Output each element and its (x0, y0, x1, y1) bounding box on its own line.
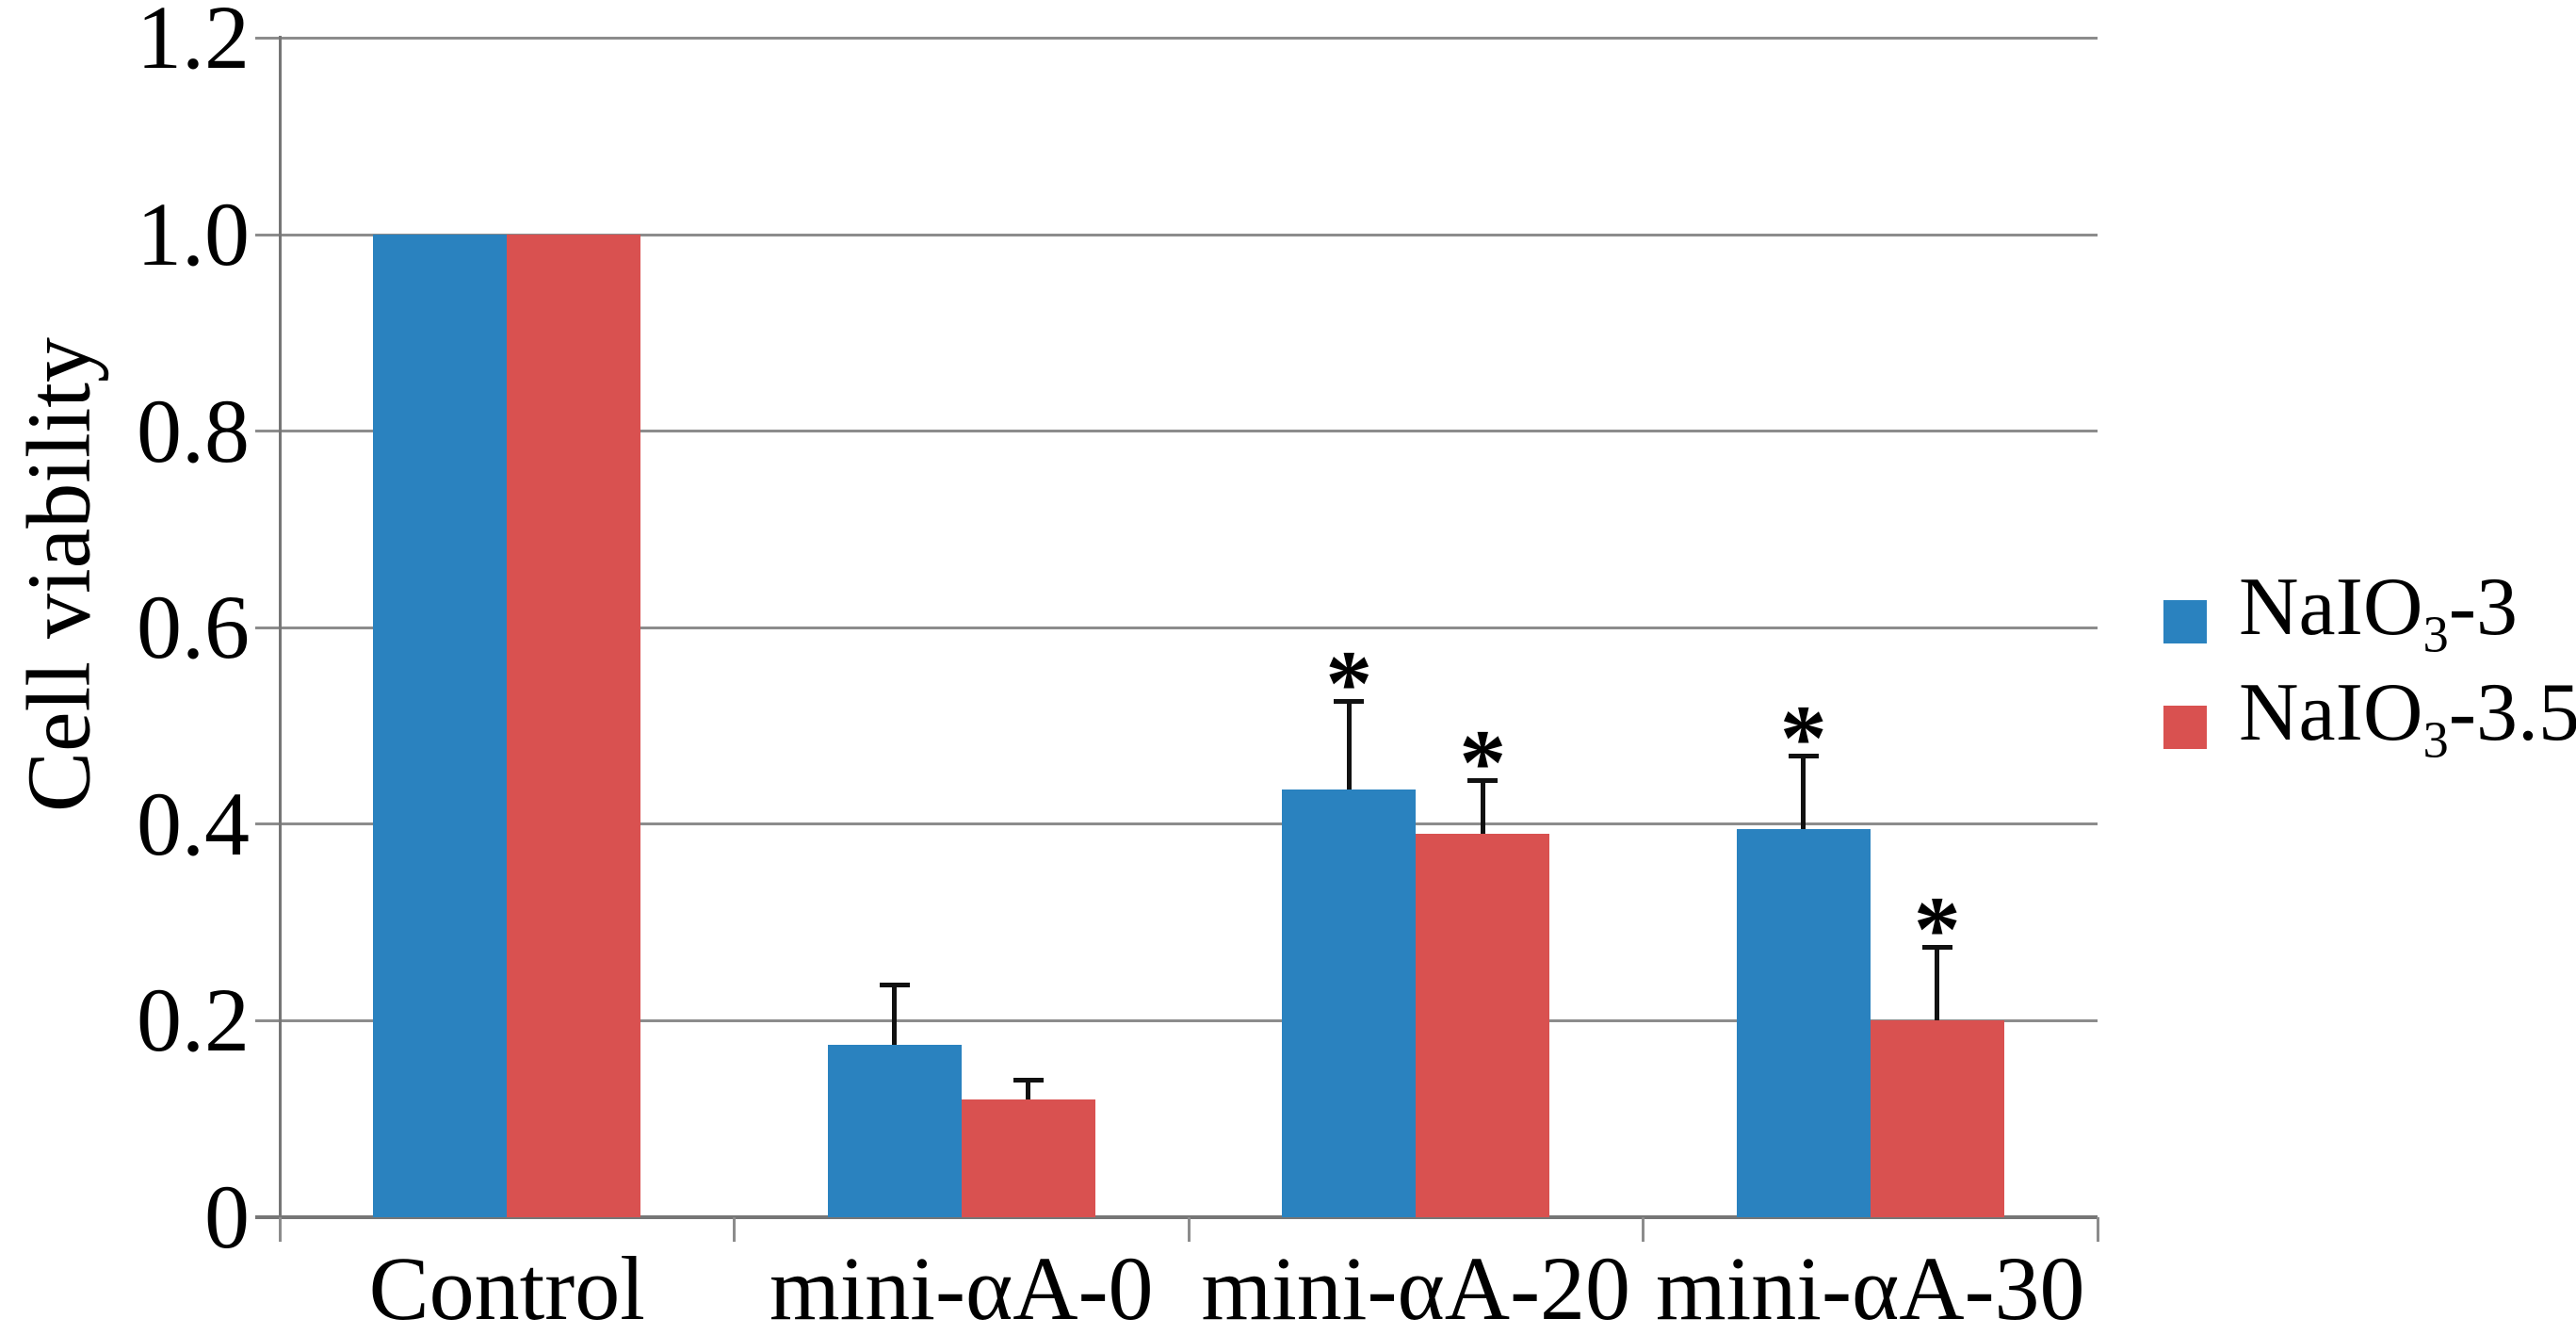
error-bar (1480, 779, 1485, 835)
y-axis-line (278, 36, 282, 1217)
bar-NaIO3-3-mini-αA-30 (1736, 829, 1871, 1217)
error-bar (1801, 755, 1806, 829)
x-axis-line (255, 1215, 2098, 1219)
bar-NaIO3-3.5-Control (507, 235, 641, 1217)
error-bar-cap (1334, 699, 1365, 705)
error-bar-cap (879, 982, 910, 987)
gridline (255, 233, 2098, 236)
legend-item: NaIO3-3.5 (2163, 670, 2576, 771)
y-tick-label: 0.2 (137, 969, 250, 1071)
error-bar-cap (1013, 1077, 1044, 1083)
gridline (255, 430, 2098, 433)
y-tick-label: 0.8 (137, 380, 250, 481)
x-axis-tick (2096, 1217, 2099, 1242)
gridline (255, 36, 2098, 40)
y-tick-label: 1.2 (137, 0, 250, 89)
legend-label: NaIO3-3.5 (2239, 667, 2576, 769)
bar-NaIO3-3.5-mini-αA-0 (961, 1099, 1095, 1217)
x-category-label: Control (368, 1238, 645, 1335)
y-tick-label: 0.6 (137, 577, 250, 678)
error-bar-cap (1788, 753, 1819, 758)
bar-NaIO3-3-mini-αA-20 (1282, 790, 1417, 1217)
significance-asterisk: * (1913, 876, 1961, 982)
error-bar-cap (1921, 945, 1952, 951)
gridline (255, 1018, 2098, 1022)
significance-asterisk: * (1779, 685, 1827, 790)
x-category-label: mini-αA-20 (1201, 1238, 1631, 1335)
legend-swatch-NaIO3-3 (2163, 599, 2207, 643)
y-axis-title: Cell viability (8, 337, 109, 812)
error-bar (892, 984, 898, 1046)
bar-NaIO3-3-mini-αA-0 (827, 1045, 962, 1217)
x-axis-tick (1187, 1217, 1191, 1242)
error-bar (1346, 701, 1352, 790)
legend-item: NaIO3-3 (2163, 564, 2518, 665)
bar-NaIO3-3.5-mini-αA-30 (1870, 1020, 2004, 1217)
significance-asterisk: * (1459, 709, 1507, 815)
gridline (255, 822, 2098, 826)
y-tick-label: 1.0 (137, 184, 250, 285)
legend-label: NaIO3-3 (2239, 562, 2519, 663)
x-axis-tick (1642, 1217, 1644, 1242)
gridline (255, 626, 2098, 629)
x-axis-tick (733, 1217, 736, 1242)
x-category-label: mini-αA-30 (1655, 1238, 2085, 1335)
bar-NaIO3-3-Control (373, 235, 508, 1217)
y-tick-label: 0 (204, 1166, 250, 1267)
bar-NaIO3-3.5-mini-αA-20 (1416, 834, 1550, 1217)
error-bar (1026, 1079, 1031, 1099)
error-bar (1935, 947, 1940, 1021)
legend-swatch-NaIO3-3.5 (2163, 705, 2207, 749)
y-tick-label: 0.4 (137, 773, 250, 874)
significance-asterisk: * (1325, 630, 1373, 736)
x-category-label: mini-αA-0 (769, 1238, 1154, 1335)
x-axis-tick (278, 1217, 282, 1242)
error-bar-cap (1467, 777, 1499, 783)
